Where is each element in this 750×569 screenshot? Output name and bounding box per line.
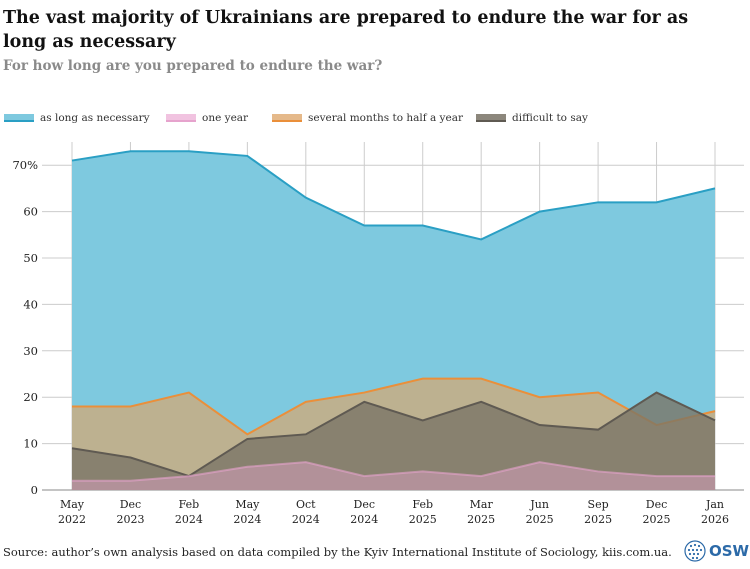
legend-item-several-months: several months to half a year bbox=[272, 110, 463, 126]
y-tick-label: 60 bbox=[23, 205, 38, 219]
x-tick-label-year: 2022 bbox=[58, 513, 86, 526]
source-note: Source: author’s own analysis based on d… bbox=[3, 545, 672, 559]
x-tick-label-month: Oct bbox=[296, 498, 316, 511]
legend-swatch-difficult-to-say bbox=[476, 114, 506, 122]
x-tick-label-month: Mar bbox=[470, 498, 494, 511]
x-tick-label-year: 2024 bbox=[233, 513, 261, 526]
chart-title: The vast majority of Ukrainians are prep… bbox=[3, 8, 689, 52]
chart-legend: as long as necessary one year several mo… bbox=[4, 110, 744, 126]
legend-label-several-months: several months to half a year bbox=[308, 112, 463, 124]
x-tick-label-month: Jan bbox=[705, 498, 724, 511]
line-as-long-as-necessary bbox=[71, 150, 716, 241]
x-tick-label-year: 2026 bbox=[701, 513, 729, 526]
x-tick-label-month: Feb bbox=[179, 498, 200, 511]
line-several-months bbox=[72, 377, 716, 436]
x-tick-label-year: 2024 bbox=[175, 513, 203, 526]
y-tick-label: 70% bbox=[12, 158, 38, 172]
x-tick-label-month: Dec bbox=[120, 498, 142, 511]
y-tick-label: 10 bbox=[23, 437, 38, 451]
x-tick-label-year: 2025 bbox=[409, 513, 437, 526]
x-tick-label-year: 2023 bbox=[116, 513, 144, 526]
x-tick-label-year: 2024 bbox=[350, 513, 378, 526]
y-tick-label: 0 bbox=[31, 483, 38, 497]
y-tick-label: 30 bbox=[23, 344, 38, 358]
x-tick-label-year: 2025 bbox=[467, 513, 495, 526]
y-tick-label: 40 bbox=[23, 297, 38, 311]
area-difficult-to-say bbox=[72, 392, 715, 490]
legend-label-as-long-as-necessary: as long as necessary bbox=[40, 112, 150, 124]
osw-globe-icon bbox=[684, 540, 706, 562]
legend-swatch-one-year bbox=[166, 114, 196, 122]
x-tick-label-month: Jun bbox=[529, 498, 549, 511]
legend-item-one-year: one year bbox=[166, 110, 248, 126]
y-tick-label: 20 bbox=[23, 390, 38, 404]
line-one-year bbox=[72, 461, 715, 482]
osw-logo-text: OSW bbox=[709, 542, 750, 560]
legend-swatch-several-months bbox=[272, 114, 302, 122]
x-tick-label-year: 2025 bbox=[643, 513, 671, 526]
x-tick-label-month: May bbox=[235, 498, 260, 511]
x-tick-label-month: May bbox=[60, 498, 85, 511]
x-tick-label-year: 2025 bbox=[526, 513, 554, 526]
chart-subtitle: For how long are you prepared to endure … bbox=[3, 58, 383, 74]
y-tick-label: 50 bbox=[23, 251, 38, 265]
x-tick-label-year: 2024 bbox=[292, 513, 320, 526]
legend-label-difficult-to-say: difficult to say bbox=[512, 112, 588, 124]
x-tick-label-month: Sep bbox=[588, 498, 609, 511]
x-tick-label-month: Dec bbox=[646, 498, 668, 511]
legend-label-one-year: one year bbox=[202, 112, 249, 124]
line-difficult-to-say bbox=[71, 391, 716, 478]
osw-logo: OSW bbox=[684, 540, 749, 562]
legend-item-as-long-as-necessary: as long as necessary bbox=[4, 110, 150, 126]
x-tick-label-month: Dec bbox=[354, 498, 376, 511]
x-tick-label-month: Feb bbox=[412, 498, 433, 511]
legend-item-difficult-to-say: difficult to say bbox=[476, 110, 588, 126]
x-tick-label-year: 2025 bbox=[584, 513, 612, 526]
legend-swatch-as-long-as-necessary bbox=[4, 114, 34, 122]
